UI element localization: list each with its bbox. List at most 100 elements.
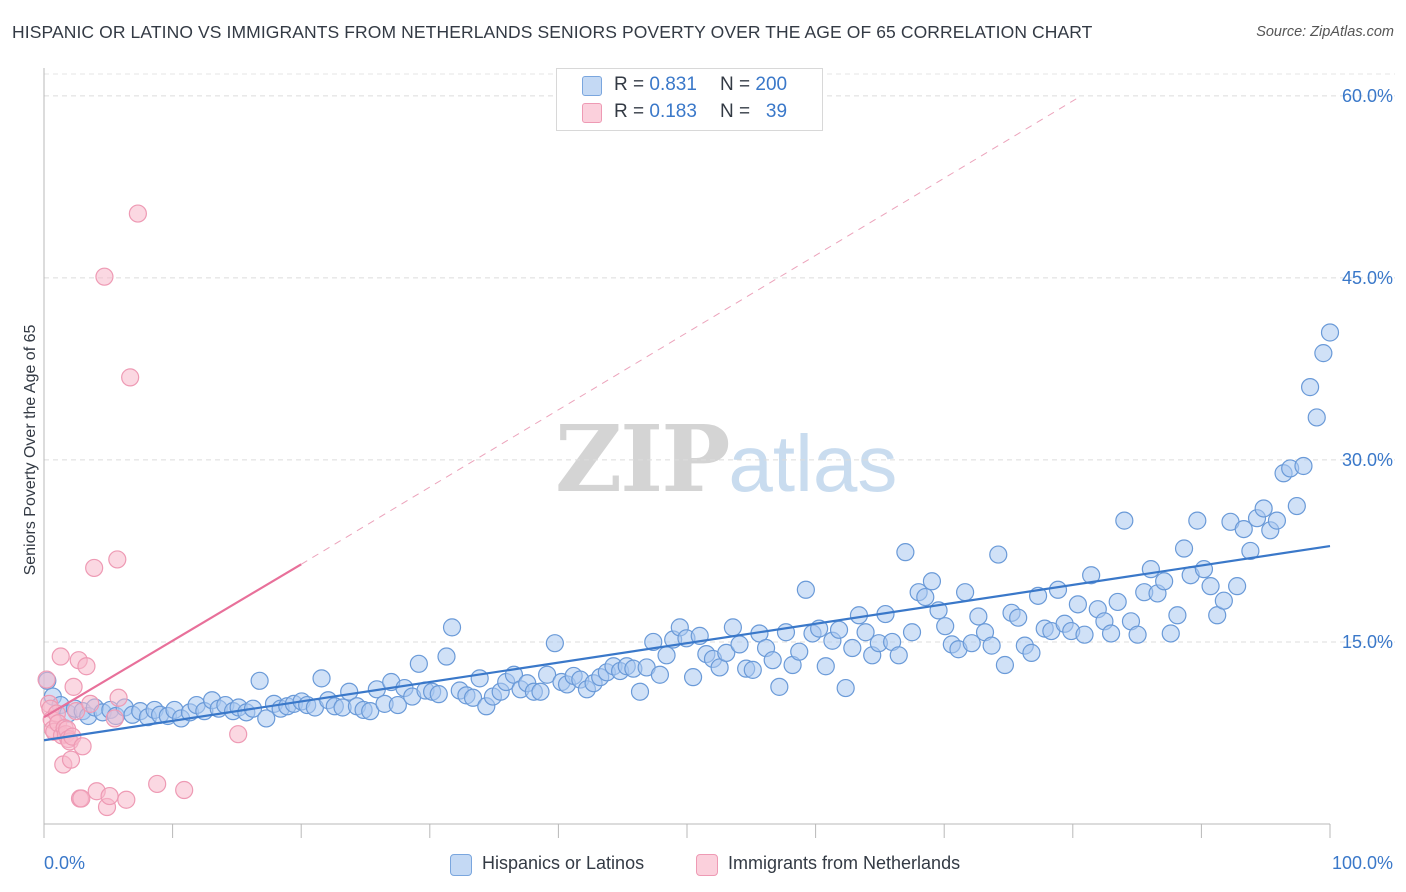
data-point-hispanic [1307,408,1326,427]
data-point-hispanic [763,651,782,670]
data-point-hispanic [388,695,407,715]
data-point-netherlands [108,550,127,569]
data-point-hispanic [1048,580,1068,599]
data-point-netherlands [81,694,100,713]
y-tick-label: 30.0% [1342,450,1393,470]
data-point-hispanic [1254,499,1273,518]
data-point-hispanic [644,632,663,652]
data-point-hispanic [770,677,789,696]
legend-swatch-blue [450,854,472,876]
data-point-hispanic [312,669,331,688]
data-point-hispanic [730,635,749,654]
data-point-hispanic [969,607,988,626]
data-point-hispanic [470,669,489,688]
y-tick-label: 60.0% [1342,86,1393,106]
data-point-netherlands [77,657,96,676]
data-point-hispanic [538,665,557,684]
data-point-hispanic [989,545,1008,564]
data-point-hispanic [1075,625,1094,644]
data-point-netherlands [121,368,140,387]
data-point-netherlands [61,750,81,769]
data-point-hispanic [1115,511,1134,530]
data-point-hispanic [1108,592,1127,612]
data-point-netherlands [148,774,167,794]
data-point-hispanic [995,655,1015,675]
correlation-legend: R = 0.831 N = 200 R = 0.183 N = 39 [556,68,823,131]
data-point-hispanic [1201,577,1220,596]
y-axis-title: Seniors Poverty Over the Age of 65 [22,324,39,576]
data-point-netherlands [73,737,92,756]
y-tick-label: 15.0% [1342,632,1393,652]
legend-label: Hispanics or Latinos [482,853,645,873]
data-point-netherlands [175,780,194,800]
source-credit: Source: ZipAtlas.com [1256,24,1394,40]
series-legend: Hispanics or Latinos Immigrants from Net… [0,852,1406,878]
data-point-hispanic [531,682,550,701]
data-point-hispanic [1314,344,1333,363]
data-point-hispanic [916,587,935,607]
legend-label: Immigrants from Netherlands [728,853,961,873]
data-point-hispanic [936,617,955,636]
data-point-netherlands [85,558,104,578]
data-point-hispanic [1234,519,1253,539]
data-point-netherlands [95,267,114,286]
data-point-hispanic [1128,625,1147,644]
data-point-hispanic [889,646,908,665]
data-point-hispanic [657,646,676,665]
data-point-hispanic [836,678,855,698]
data-point-hispanic [829,620,849,639]
data-point-hispanic [1082,566,1101,585]
legend-n: N = 39 [720,101,788,122]
data-point-netherlands [67,702,86,721]
data-point-netherlands [128,204,147,223]
trend-line-netherlands [43,563,302,719]
legend-r: R = 0.183 [614,101,697,122]
data-point-hispanic [429,685,448,704]
legend-row-hispanic: R = 0.831 N = 200 [557,73,822,99]
data-point-hispanic [1228,577,1247,596]
data-point-hispanic [409,654,428,673]
data-point-hispanic [257,709,276,728]
data-point-netherlands [100,786,119,806]
data-point-hispanic [1101,624,1121,643]
data-point-hispanic [442,618,462,637]
data-point-hispanic [1174,539,1194,558]
x-tick-label: 100.0% [1332,853,1393,873]
data-point-hispanic [1155,572,1174,591]
legend-swatch-pink [582,103,602,123]
data-point-hispanic [545,634,564,653]
data-point-hispanic [1300,378,1320,397]
data-point-hispanic [1068,595,1087,614]
legend-row-netherlands: R = 0.183 N = 39 [557,100,822,126]
trend-line-netherlands-extension [300,96,1080,565]
data-point-hispanic [650,665,670,684]
data-point-hispanic [790,642,809,661]
data-point-hispanic [1214,591,1233,610]
data-point-hispanic [630,682,650,701]
data-point-hispanic [340,682,359,701]
chart-title: HISPANIC OR LATINO VS IMMIGRANTS FROM NE… [12,22,1093,42]
data-point-hispanic [463,688,483,707]
data-point-hispanic [1287,496,1306,516]
data-point-hispanic [250,671,269,690]
data-point-hispanic [922,572,942,591]
data-point-netherlands [117,790,136,809]
data-point-netherlands [37,670,56,689]
x-tick-label: 0.0% [44,853,85,873]
data-point-hispanic [902,623,922,642]
data-point-hispanic [1168,606,1187,625]
data-point-hispanic [683,668,703,687]
data-point-hispanic [843,638,862,658]
data-point-hispanic [743,660,762,679]
watermark: ZIPatlas [555,405,897,513]
data-point-hispanic [437,647,456,666]
data-point-netherlands [105,709,124,728]
data-point-netherlands [64,677,83,696]
data-point-hispanic [796,580,815,599]
legend-n: N = 200 [720,74,788,95]
data-point-hispanic [1022,643,1041,662]
data-point-netherlands [72,789,91,808]
data-point-hispanic [723,618,742,637]
data-point-hispanic [1320,323,1340,342]
